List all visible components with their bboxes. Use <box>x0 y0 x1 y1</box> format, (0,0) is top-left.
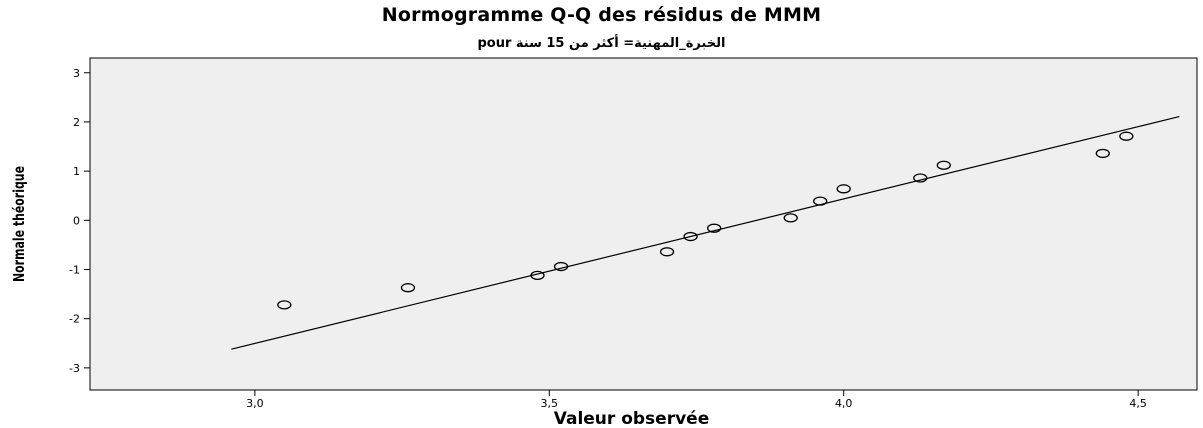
x-axis-label: Valeur observée <box>554 409 709 428</box>
data-points <box>277 131 1134 310</box>
reference-line <box>231 115 1180 350</box>
chart-title: Normogramme Q-Q des résidus de MMM <box>381 4 822 26</box>
y-tick-label: -1 <box>69 263 80 276</box>
data-point <box>913 173 928 183</box>
data-point <box>783 213 798 223</box>
x-tick-label: 4,0 <box>835 397 853 410</box>
x-tick-label: 3,0 <box>246 397 264 410</box>
chart-subtitle: الخبرة_المهنية= أكثر من 15 سنة pour <box>477 36 726 51</box>
data-point <box>836 184 851 194</box>
data-point <box>1095 148 1110 159</box>
data-point <box>1119 131 1134 141</box>
data-point <box>659 247 675 257</box>
y-tick-label: -3 <box>69 362 80 375</box>
y-axis-label: Normale théorique <box>10 166 28 282</box>
data-point <box>277 300 292 310</box>
x-tick-label: 4,5 <box>1129 397 1147 410</box>
y-tick-label: 1 <box>73 165 80 178</box>
y-tick-label: 3 <box>73 67 80 80</box>
x-tick-label: 3,5 <box>541 397 559 410</box>
y-axis: 3 2 1 0 -1 -2 -3 <box>69 67 90 375</box>
data-point <box>683 231 698 242</box>
data-point <box>936 160 951 170</box>
plot-area <box>89 57 1198 391</box>
y-tick-label: -2 <box>69 313 80 326</box>
data-point <box>707 223 722 233</box>
data-point <box>553 261 569 272</box>
y-tick-label: 2 <box>73 116 80 129</box>
data-point <box>400 283 416 293</box>
data-point <box>812 196 828 206</box>
y-tick-label: 0 <box>73 214 80 227</box>
data-point <box>530 270 545 281</box>
x-axis: 3,0 3,5 4,0 4,5 <box>246 390 1147 410</box>
